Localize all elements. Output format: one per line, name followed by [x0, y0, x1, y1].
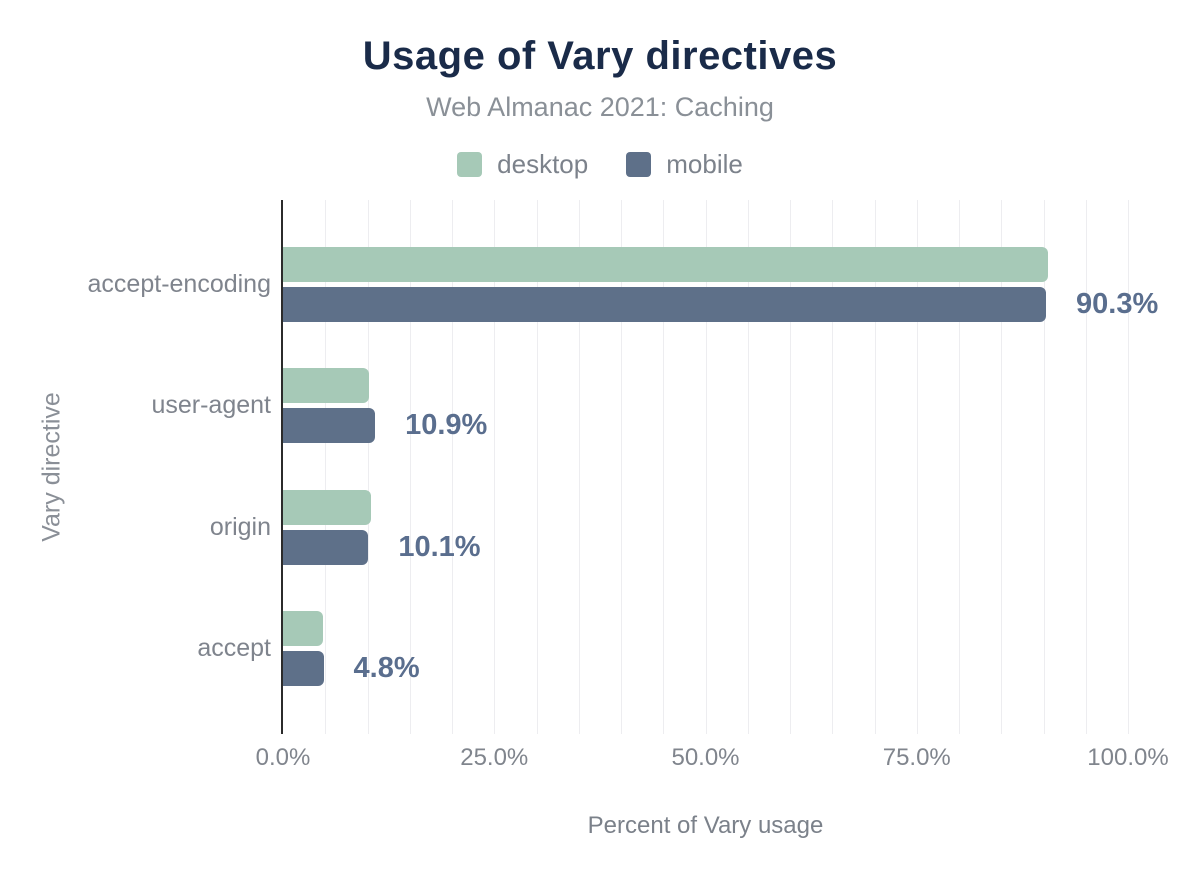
bar-mobile-origin: [283, 529, 369, 565]
gridline-90: [1043, 200, 1045, 734]
value-label-accept-encoding: 90.3%: [1076, 287, 1159, 320]
gridline-45: [663, 200, 665, 734]
bar-mobile-accept-encoding: [283, 286, 1047, 322]
category-label-accept-encoding: accept-encoding: [87, 269, 271, 298]
value-label-accept: 4.8%: [353, 652, 420, 685]
legend-label: desktop: [497, 149, 589, 179]
chart-subtitle: Web Almanac 2021: Caching: [426, 92, 774, 122]
gridline-10: [367, 200, 369, 734]
x-axis-tick-labels: 0.0% 25.0% 50.0% 75.0% 100.0%: [256, 744, 1169, 774]
value-label-user-agent: 10.9%: [405, 409, 488, 442]
bar-row-accept-encoding: 90.3%: [283, 246, 1158, 322]
category-label-accept: accept: [197, 634, 271, 663]
gridline-5: [325, 200, 327, 734]
bar-rows: 90.3% 10.9% 10.1% 4.8%: [283, 200, 1158, 733]
bar-mobile-accept: [283, 651, 324, 687]
gridline-100: [1128, 200, 1129, 734]
gridline-85: [1001, 200, 1003, 734]
x-tick-0.0%: 0.0%: [255, 744, 311, 771]
legend-item-desktop: desktop: [457, 149, 588, 180]
gridline-15: [409, 200, 411, 734]
chart-title: Usage of Vary directives: [362, 34, 838, 78]
gridline-30: [536, 200, 538, 734]
legend-swatch-desktop: [457, 152, 483, 177]
legend-label: mobile: [666, 149, 743, 179]
bar-desktop-accept-encoding: [283, 246, 1048, 282]
gridline-25: [494, 200, 496, 734]
gridline-40: [621, 200, 622, 734]
x-tick-100.0%: 100.0%: [1087, 744, 1169, 771]
y-axis-line: [281, 200, 283, 734]
bar-row-origin: 10.1%: [283, 489, 1128, 565]
y-axis-category-labels: accept-encoding user-agent origin accept: [0, 200, 271, 733]
bar-mobile-user-agent: [283, 408, 376, 444]
x-tick-50.0%: 50.0%: [671, 744, 740, 771]
y-axis-title: Vary directive: [37, 392, 66, 542]
gridline-50: [705, 200, 707, 734]
bar-row-user-agent: 10.9%: [283, 368, 1128, 444]
gridline-35: [578, 200, 580, 734]
x-tick-25.0%: 25.0%: [460, 744, 529, 771]
bar-desktop-user-agent: [283, 368, 370, 404]
x-axis-title: Percent of Vary usage: [587, 812, 824, 839]
bar-row-accept: 4.8%: [283, 611, 1128, 687]
legend: desktop mobile: [0, 149, 1200, 180]
legend-swatch-mobile: [626, 152, 652, 177]
gridline-55: [747, 200, 749, 734]
gridline-70: [874, 200, 876, 734]
category-label-origin: origin: [209, 512, 271, 541]
gridline-65: [832, 200, 834, 734]
gridline-60: [790, 200, 791, 734]
x-tick-75.0%: 75.0%: [882, 744, 951, 771]
category-label-user-agent: user-agent: [151, 391, 271, 420]
gridline-80: [959, 200, 960, 734]
gridline-75: [916, 200, 918, 734]
gridline-95: [1085, 200, 1087, 734]
bar-desktop-origin: [283, 489, 371, 525]
bar-desktop-accept: [283, 611, 323, 647]
legend-item-mobile: mobile: [626, 149, 743, 180]
plot-gridlines: [283, 200, 1129, 734]
gridline-20: [452, 200, 453, 734]
value-label-origin: 10.1%: [398, 530, 481, 563]
